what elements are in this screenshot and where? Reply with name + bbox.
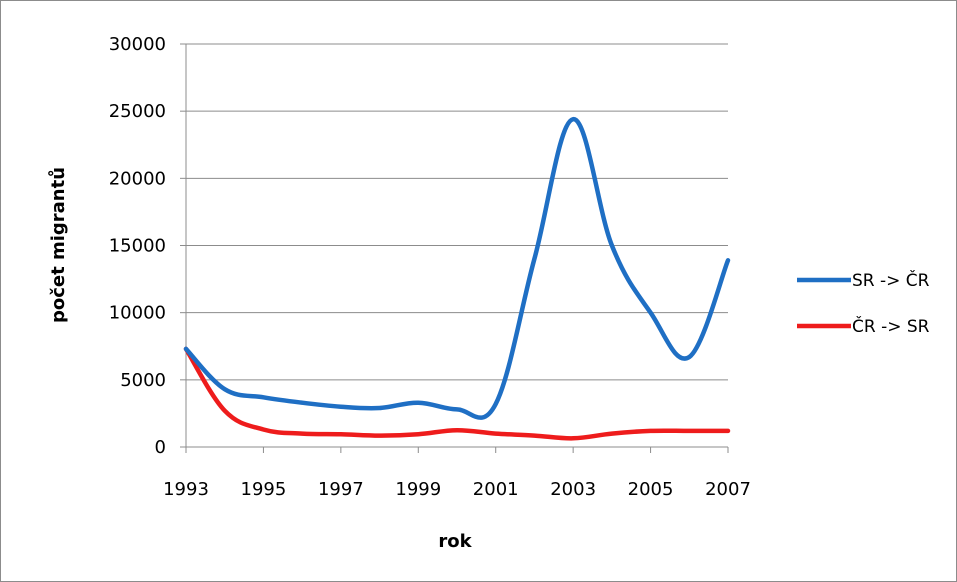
- y-tick-label: 20000: [109, 168, 166, 189]
- gridlines: [180, 43, 729, 453]
- legend: SR -> ČR ČR -> SR: [797, 269, 930, 337]
- y-axis-title: počet migrantů: [47, 167, 69, 323]
- x-axis-title: rok: [438, 531, 472, 552]
- y-tick-label: 10000: [109, 303, 166, 324]
- x-tick-label: 2001: [473, 479, 519, 500]
- x-tick-label: 1997: [318, 479, 364, 500]
- legend-label: SR -> ČR: [852, 269, 930, 291]
- y-tick-label: 15000: [109, 236, 166, 257]
- x-tick-label: 2007: [705, 479, 751, 500]
- y-tick-label: 0: [155, 437, 166, 458]
- y-tick-label: 30000: [109, 34, 166, 55]
- x-tick-labels: 1993 1995 1997 1999 2001 2003 2005 2007: [163, 479, 751, 500]
- series-lines: [183, 116, 731, 441]
- x-tick-label: 1999: [395, 479, 441, 500]
- y-tick-labels: 0 5000 10000 15000 20000 25000 30000: [109, 34, 166, 458]
- x-tick-label: 1995: [241, 479, 287, 500]
- legend-label: ČR -> SR: [852, 315, 930, 337]
- series-line-sr-cr: [183, 116, 731, 420]
- series-line-cr-sr: [183, 346, 731, 441]
- x-tick-label: 2003: [550, 479, 596, 500]
- x-tick-label: 1993: [163, 479, 209, 500]
- x-tick-label: 2005: [628, 479, 674, 500]
- y-tick-label: 5000: [120, 370, 166, 391]
- y-tick-label: 25000: [109, 101, 166, 122]
